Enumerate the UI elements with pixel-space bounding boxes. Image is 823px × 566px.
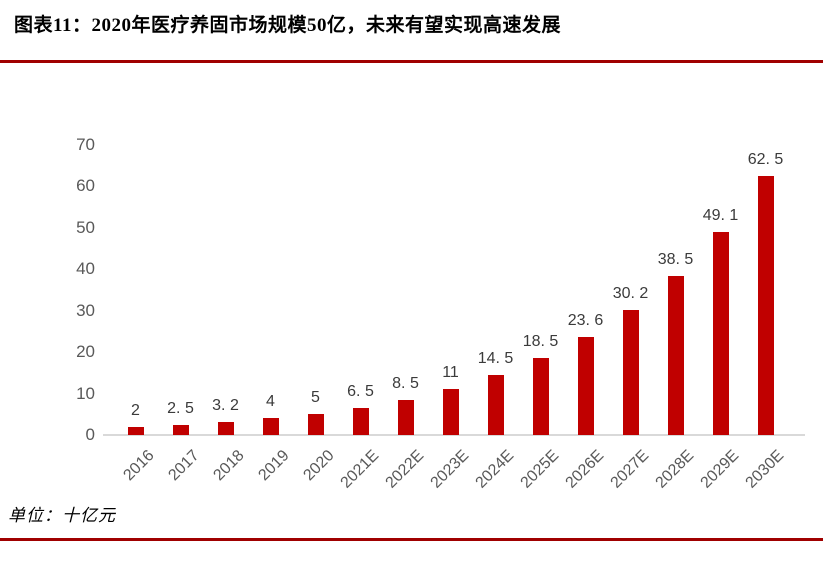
bar-2021E xyxy=(352,408,369,435)
y-axis-tick-label: 70 xyxy=(76,135,95,154)
y-axis-tick-label: 0 xyxy=(85,425,95,444)
bar-2024E xyxy=(487,374,504,435)
bar-2023E xyxy=(442,389,459,435)
bar-value-label: 18. 5 xyxy=(522,333,559,351)
x-axis-tick-label: 2023E xyxy=(427,447,473,492)
bar-2029E xyxy=(712,231,729,435)
bar-value-label: 5 xyxy=(311,389,320,407)
bar-value-label: 11 xyxy=(442,364,459,382)
figure-title: 图表11：2020年医疗养固市场规模50亿，未来有望实现高速发展 xyxy=(14,15,561,36)
bar-value-label: 2. 5 xyxy=(167,399,194,417)
x-axis-tick-label: 2016 xyxy=(120,447,158,485)
x-axis-tick-label: 2018 xyxy=(210,447,248,485)
bar-2016 xyxy=(127,426,144,435)
y-axis-tick-label: 10 xyxy=(76,383,95,403)
bar-2025E xyxy=(532,358,549,435)
bar-2020 xyxy=(307,414,324,435)
unit-label: 单位：十亿元 xyxy=(8,506,116,525)
bar-value-label: 8. 5 xyxy=(392,374,419,392)
bar-2022E xyxy=(397,399,414,435)
x-axis-tick-label: 2024E xyxy=(472,447,518,492)
x-axis-tick-label: 2027E xyxy=(607,447,653,492)
bar-value-label: 2 xyxy=(131,401,140,419)
bar-value-label: 23. 6 xyxy=(567,312,604,330)
bar-value-label: 62. 5 xyxy=(747,151,784,169)
x-axis-tick-label: 2028E xyxy=(652,447,698,492)
x-axis-tick-label: 2017 xyxy=(165,447,203,485)
bar-value-label: 38. 5 xyxy=(657,250,694,268)
bar-value-label: 4 xyxy=(266,393,275,411)
title-rule xyxy=(0,60,823,63)
bar-value-label: 49. 1 xyxy=(702,206,739,224)
x-axis-tick-label: 2025E xyxy=(517,447,563,492)
x-axis-line xyxy=(103,434,805,436)
bar-2027E xyxy=(622,309,639,435)
bar-value-label: 14. 5 xyxy=(477,349,514,367)
bar-value-label: 30. 2 xyxy=(612,284,649,302)
bar-value-label: 6. 5 xyxy=(347,383,374,401)
bar-2028E xyxy=(667,275,684,435)
bar-value-label: 3. 2 xyxy=(212,396,239,414)
footer-rule xyxy=(0,538,823,541)
x-axis-tick-label: 2021E xyxy=(337,447,383,492)
bar-2018 xyxy=(217,421,234,435)
y-axis-tick-label: 60 xyxy=(76,176,95,196)
y-axis-tick-label: 20 xyxy=(76,342,95,362)
x-axis-tick-label: 2030E xyxy=(742,447,788,492)
y-axis-tick-label: 40 xyxy=(76,259,95,279)
x-axis-tick-label: 2020 xyxy=(300,447,338,485)
x-axis-tick-label: 2029E xyxy=(697,447,743,492)
bar-2017 xyxy=(172,424,189,435)
bar-2019 xyxy=(262,418,279,435)
x-axis-tick-label: 2019 xyxy=(255,447,293,485)
y-axis-tick-label: 50 xyxy=(76,217,95,237)
bar-2026E xyxy=(577,337,594,435)
bar-2030E xyxy=(757,176,774,435)
x-axis-tick-label: 2022E xyxy=(382,447,428,492)
y-axis-tick-label: 30 xyxy=(76,300,95,320)
x-axis-tick-label: 2026E xyxy=(562,447,608,492)
